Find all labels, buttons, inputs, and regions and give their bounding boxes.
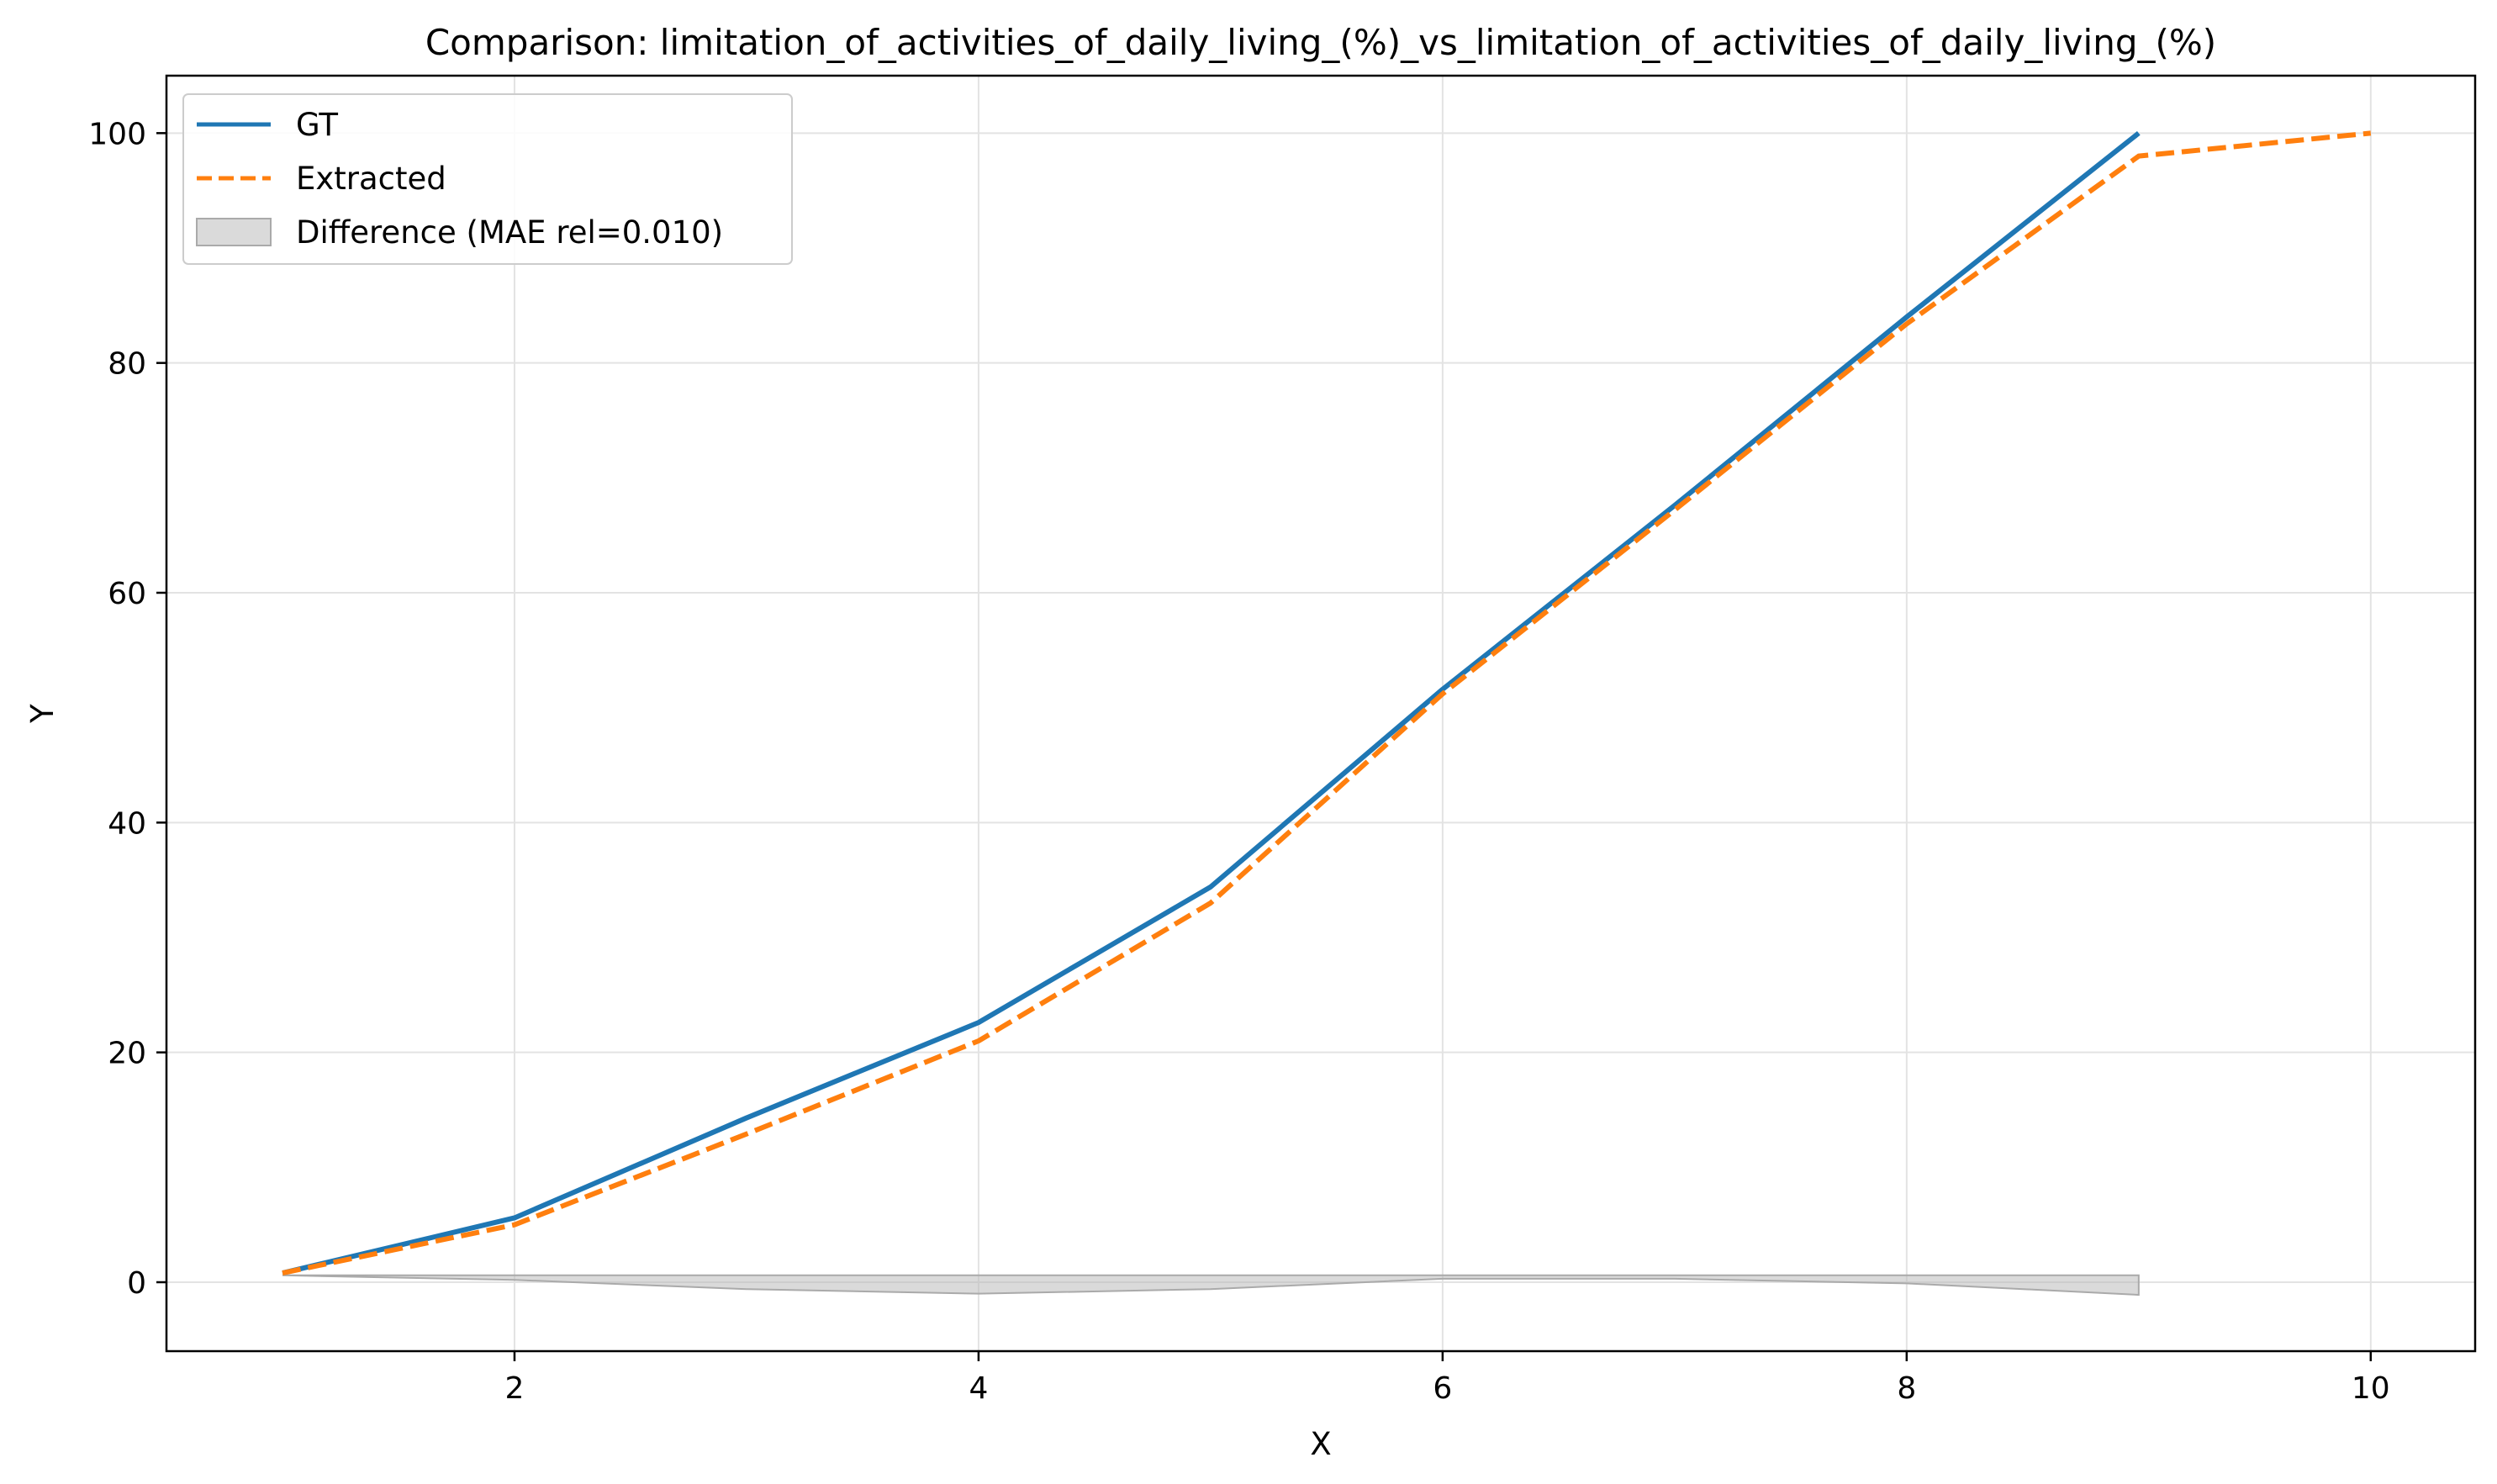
grid-lines [166, 76, 2475, 1351]
legend-difference-swatch [196, 218, 272, 246]
y-tick-label: 0 [127, 1266, 146, 1301]
difference-area [282, 1274, 2140, 1297]
y-axis-ticks: 0 20 40 60 80 100 [88, 117, 166, 1301]
x-tick-label: 8 [1897, 1371, 1916, 1406]
y-tick-label: 60 [108, 577, 146, 611]
legend-box [182, 93, 793, 265]
x-axis-ticks: 2 4 6 8 10 [505, 1351, 2390, 1406]
plot-frame [165, 74, 2477, 1353]
legend-extracted-label: Extracted [296, 161, 446, 197]
difference-polygon [282, 1274, 2140, 1297]
legend: GT Extracted Difference (MAE rel=0.010) [182, 93, 793, 265]
series-line-extracted [282, 130, 2372, 1276]
series-lines [282, 130, 2372, 1276]
legend-gt-label: GT [296, 107, 338, 143]
series-line-gt [282, 130, 2141, 1275]
y-tick-label: 80 [108, 347, 146, 382]
x-tick-label: 4 [969, 1371, 988, 1406]
y-tick-label: 40 [108, 806, 146, 841]
x-axis-label: X [1310, 1426, 1331, 1462]
x-tick-label: 2 [505, 1371, 525, 1406]
legend-difference-label: Difference (MAE rel=0.010) [296, 214, 723, 251]
y-tick-label: 20 [108, 1037, 146, 1071]
x-tick-label: 10 [2352, 1371, 2390, 1406]
chart-title: Comparison: limitation_of_activities_of_… [425, 22, 2216, 63]
x-tick-label: 6 [1433, 1371, 1452, 1406]
y-axis-label: Y [24, 704, 61, 724]
y-tick-label: 100 [88, 117, 146, 151]
